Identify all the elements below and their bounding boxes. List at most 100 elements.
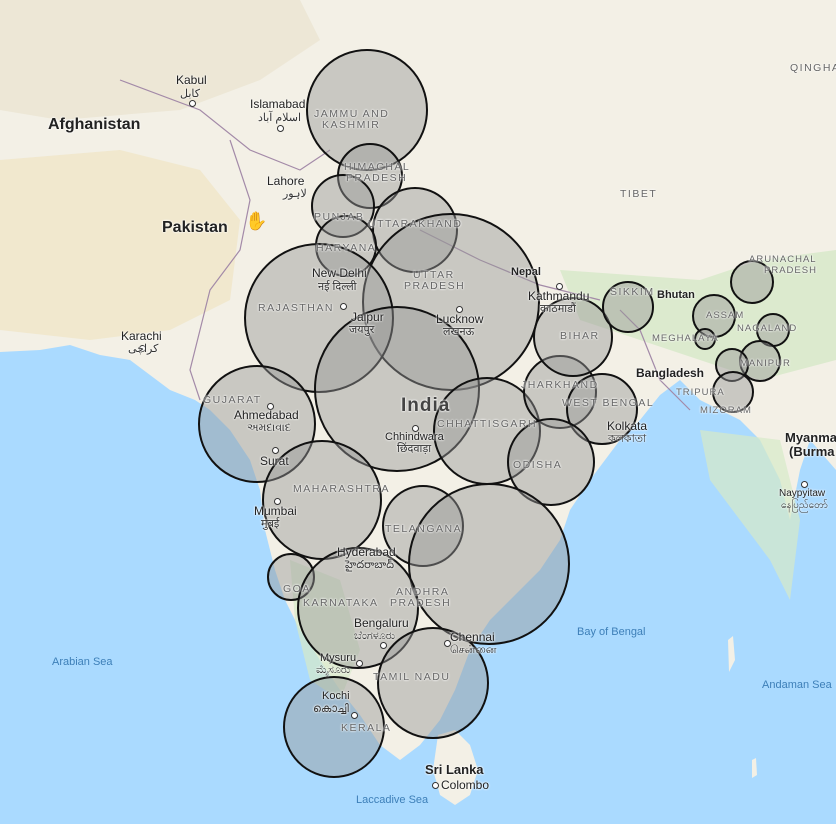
label-telangana: TELANGANA: [385, 523, 463, 535]
label-surat: Surat: [260, 454, 289, 468]
label-mizoram: MIZORAM: [700, 405, 752, 416]
label-mysuru-native: ಮೈಸೂರು: [316, 664, 351, 676]
bubble-uttarakhand: [372, 187, 458, 273]
label-karachi: Karachi: [121, 329, 162, 343]
bubble-madhya-pradesh: [314, 306, 480, 472]
bubble-andhra-pradesh: [408, 483, 570, 645]
label-ahmedabad: Ahmedabad: [234, 408, 299, 422]
label-manipur: MANIPUR: [740, 358, 791, 369]
bubble-kerala: [283, 676, 385, 778]
label-lucknow-native: लखनऊ: [443, 326, 475, 338]
label-kochi: Kochi: [322, 690, 350, 702]
label-hyderabad-native: హైదరాబాద్: [345, 559, 394, 571]
label-uttar-pradesh-1: UTTAR: [413, 269, 455, 281]
bubble-jammu-kashmir: [306, 49, 428, 171]
label-andhra-pradesh-2: PRADESH: [390, 597, 452, 609]
label-jammu-kashmir-2: KASHMIR: [322, 119, 381, 131]
bubble-west-bengal: [566, 373, 638, 445]
city-dot-jaipur: [340, 303, 347, 310]
bubble-uttar-pradesh: [362, 213, 540, 391]
label-west-bengal: WEST BENGAL: [562, 397, 655, 409]
label-new-delhi-native: नई दिल्ली: [318, 281, 357, 293]
label-jharkhand: JHARKHAND: [521, 379, 599, 391]
label-islamabad: Islamabad: [250, 97, 306, 111]
label-arabian-sea: Arabian Sea: [52, 656, 113, 668]
label-punjab: PUNJAB: [314, 211, 365, 223]
label-karachi-native: کراچی: [128, 343, 159, 355]
label-maharashtra: MAHARASHTRA: [293, 483, 391, 495]
bubble-odisha: [507, 418, 595, 506]
bubble-tamil-nadu: [377, 627, 489, 739]
label-uttarakhand: UTTARAKHAND: [368, 218, 463, 230]
bubble-telangana: [382, 485, 464, 567]
city-dot-ahmedabad: [267, 403, 274, 410]
label-chhindwara-native: छिंदवाड़ा: [397, 443, 432, 455]
label-bihar: BIHAR: [560, 330, 600, 342]
bubble-meghalaya: [694, 328, 716, 350]
label-colombo: Colombo: [441, 778, 490, 792]
bubble-sikkim: [602, 281, 654, 333]
label-pakistan: Pakistan: [162, 219, 228, 236]
label-karnataka: KARNATAKA: [303, 597, 379, 609]
landmass-sri-lanka: [433, 730, 478, 805]
bubble-arunachal: [730, 260, 774, 304]
label-gujarat: GUJARAT: [203, 394, 262, 406]
bubble-jharkhand: [523, 355, 597, 429]
label-mysuru: Mysuru: [320, 652, 357, 664]
label-lahore: Lahore: [267, 174, 305, 188]
label-naypyitaw-native: နေပြည်တော်: [781, 500, 828, 511]
label-jammu-kashmir-1: JAMMU AND: [314, 108, 390, 120]
label-mumbai: Mumbai: [254, 504, 297, 518]
label-meghalaya: MEGHALAYA: [652, 333, 719, 344]
label-assam: ASSAM: [706, 310, 745, 321]
label-bengaluru: Bengaluru: [354, 616, 409, 630]
label-chennai: Chennai: [450, 630, 495, 644]
label-haryana: HARYANA: [316, 242, 377, 254]
label-naypyitaw: Naypyitaw: [779, 488, 826, 499]
city-dot-islamabad: [277, 125, 284, 132]
label-arunachal-2: PRADESH: [764, 265, 817, 276]
city-dot-mysuru: [356, 660, 363, 667]
label-new-delhi: New Delhi: [312, 266, 367, 280]
label-myanmar-1: Myanma: [785, 430, 836, 445]
city-dot-bengaluru: [380, 642, 387, 649]
label-tripura: TRIPURA: [676, 387, 725, 398]
city-dot-mumbai: [274, 498, 281, 505]
label-bengaluru-native: ಬೆಂಗಳೂರು: [354, 630, 396, 642]
label-lucknow: Lucknow: [436, 312, 484, 326]
label-kathmandu: Kathmandu: [528, 289, 590, 303]
label-qinghai: QINGHAI: [790, 62, 836, 74]
hand-cursor-icon: ✋: [245, 211, 268, 231]
label-odisha: ODISHA: [513, 459, 563, 471]
label-chhindwara: Chhindwara: [385, 431, 444, 443]
label-islamabad-native: اسلام آباد: [258, 112, 302, 124]
label-chhattisgarh: CHHATTISGARH: [437, 418, 538, 430]
label-afghanistan: Afghanistan: [48, 116, 141, 133]
label-bay-of-bengal: Bay of Bengal: [577, 626, 646, 638]
label-himachal-2: PRADESH: [346, 172, 408, 184]
label-tamil-nadu: TAMIL NADU: [373, 671, 451, 683]
city-dot-surat: [272, 447, 279, 454]
label-nepal: Nepal: [511, 266, 541, 278]
label-nagaland: NAGALAND: [737, 323, 798, 334]
bubble-manipur: [739, 340, 781, 382]
label-goa: GOA: [283, 583, 311, 595]
city-dot-kathmandu: [556, 283, 563, 290]
city-dot-colombo: [432, 782, 439, 789]
city-dot-chhindwara: [412, 425, 419, 432]
bubble-mizoram: [712, 371, 754, 413]
label-kathmandu-native: काठमाडौं: [540, 303, 576, 315]
bubble-haryana: [315, 215, 377, 277]
label-hyderabad: Hyderabad: [337, 545, 396, 559]
city-dot-kabul: [189, 100, 196, 107]
label-bhutan: Bhutan: [657, 289, 695, 301]
label-kabul-native: کابل: [180, 88, 200, 100]
label-chennai-native: சென்னை: [450, 644, 497, 656]
label-bangladesh: Bangladesh: [636, 366, 705, 380]
label-kolkata-native: কলকাতা: [608, 433, 647, 445]
label-tibet: TIBET: [620, 188, 658, 200]
city-dot-naypyitaw: [801, 481, 808, 488]
label-kolkata: Kolkata: [607, 419, 648, 433]
